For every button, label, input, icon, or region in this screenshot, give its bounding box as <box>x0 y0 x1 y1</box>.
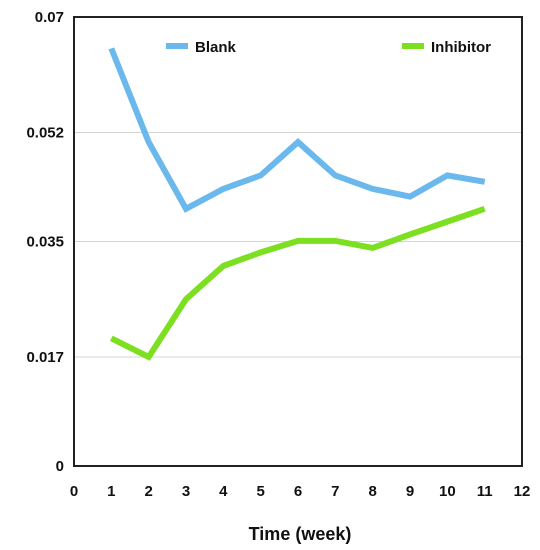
x-axis-tick-labels: 0 1 2 3 4 5 6 7 8 9 10 11 12 <box>70 483 531 500</box>
x-tick-label: 4 <box>219 483 228 500</box>
y-axis-tick-labels: 0 0.017 0.035 0.052 0.07 <box>26 9 64 475</box>
x-tick-label: 1 <box>107 483 115 500</box>
series-line-blank <box>108 47 486 213</box>
plot-area-border <box>73 16 523 467</box>
x-tick-label: 0 <box>70 483 78 500</box>
x-tick-label: 9 <box>406 483 414 500</box>
x-tick-label: 10 <box>439 483 456 500</box>
x-tick-label: 11 <box>477 483 493 500</box>
series-line-inhibitor <box>109 205 486 361</box>
y-tick-label: 0.07 <box>35 9 64 26</box>
y-tick-label: 0.052 <box>26 124 64 141</box>
x-tick-label: 6 <box>294 483 302 500</box>
x-tick-label: 7 <box>331 483 339 500</box>
x-tick-label: 8 <box>368 483 376 500</box>
series-lines <box>108 47 486 361</box>
x-tick-label: 12 <box>514 483 531 500</box>
legend-label-inhibitor: Inhibitor <box>431 39 491 56</box>
grid-lines <box>74 131 522 358</box>
y-tick-label: 0.017 <box>26 349 64 366</box>
legend: Blank Inhibitor <box>166 39 491 56</box>
x-axis-title: Time (week) <box>249 524 352 544</box>
x-tick-label: 3 <box>182 483 190 500</box>
x-tick-label: 2 <box>144 483 152 500</box>
x-tick-label: 5 <box>256 483 264 500</box>
legend-label-blank: Blank <box>195 39 237 56</box>
y-tick-label: 0 <box>56 458 64 475</box>
y-tick-label: 0.035 <box>26 234 64 251</box>
